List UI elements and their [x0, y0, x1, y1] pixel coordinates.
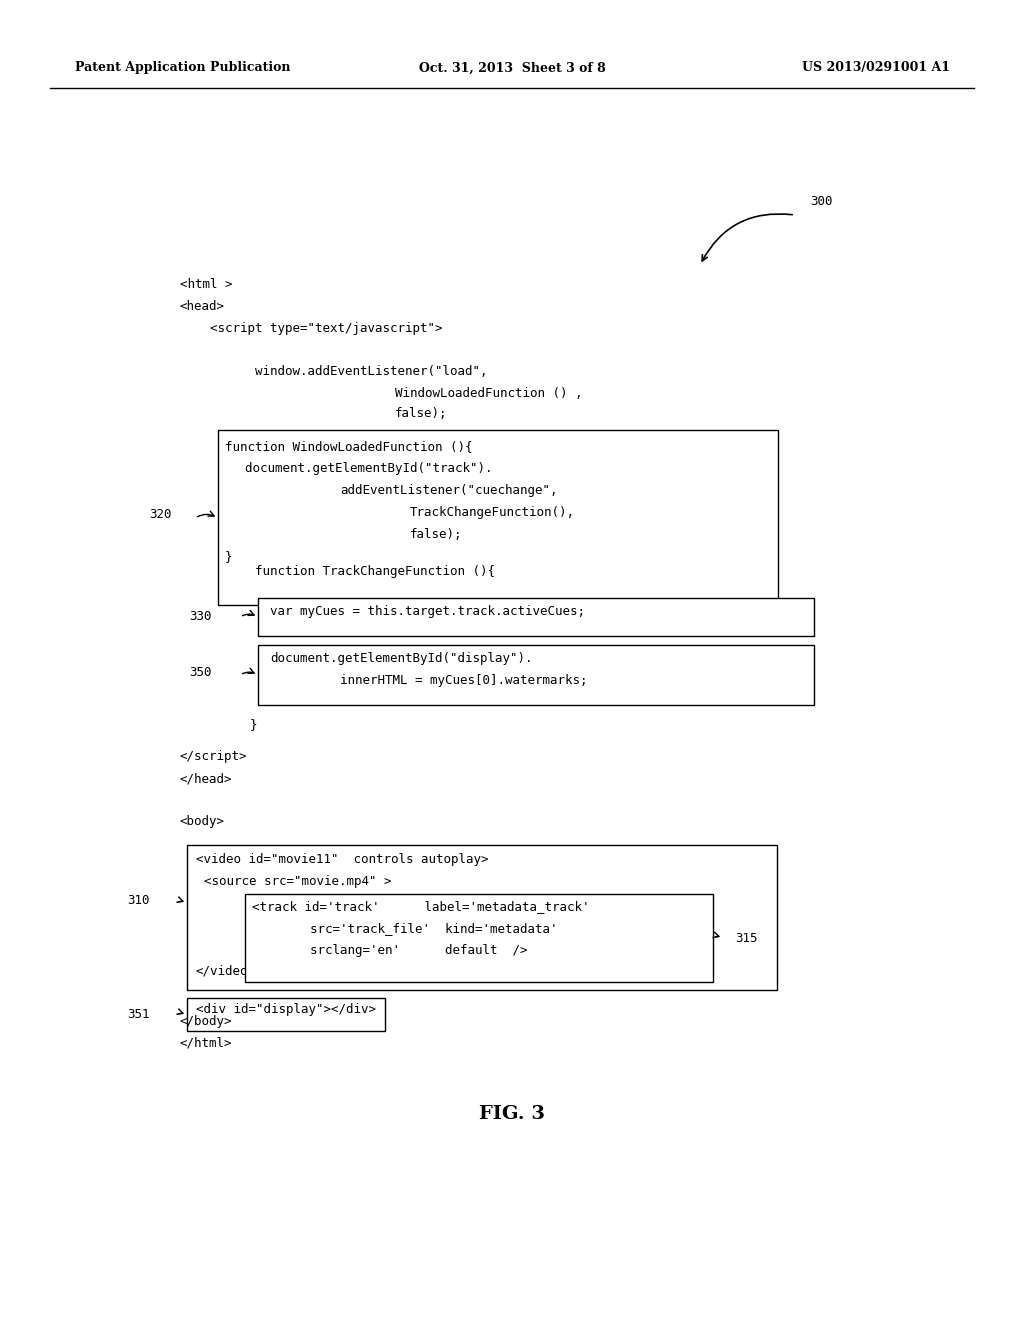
Bar	[258, 645, 814, 705]
Text: <script type="text/javascript">: <script type="text/javascript">	[210, 322, 442, 335]
Text: function WindowLoadedFunction (){: function WindowLoadedFunction (){	[225, 440, 472, 453]
Text: document.getElementById("display").: document.getElementById("display").	[270, 652, 532, 665]
Text: Patent Application Publication: Patent Application Publication	[75, 62, 291, 74]
Text: FIG. 3: FIG. 3	[479, 1105, 545, 1123]
Text: TrackChangeFunction(),: TrackChangeFunction(),	[410, 506, 575, 519]
Text: </html>: </html>	[180, 1038, 232, 1049]
Text: <source src="movie.mp4" >: <source src="movie.mp4" >	[204, 875, 391, 888]
Text: window.addEventListener("load",: window.addEventListener("load",	[255, 366, 487, 378]
Text: 350: 350	[189, 667, 212, 680]
Text: }: }	[225, 550, 232, 564]
Text: </script>: </script>	[180, 750, 248, 763]
Text: document.getElementById("track").: document.getElementById("track").	[230, 462, 493, 475]
Bar	[258, 598, 814, 636]
Text: US 2013/0291001 A1: US 2013/0291001 A1	[802, 62, 950, 74]
Text: <head>: <head>	[180, 300, 225, 313]
Text: function TrackChangeFunction (){: function TrackChangeFunction (){	[255, 565, 495, 578]
Text: 310: 310	[128, 894, 150, 907]
Text: 300: 300	[810, 195, 833, 209]
Text: <body>: <body>	[180, 814, 225, 828]
Text: false);: false);	[395, 407, 447, 420]
Text: <track id='track'      label='metadata_track': <track id='track' label='metadata_track'	[252, 900, 590, 913]
Text: var myCues = this.target.track.activeCues;: var myCues = this.target.track.activeCue…	[270, 605, 585, 618]
Text: 315: 315	[735, 932, 758, 945]
Text: Oct. 31, 2013  Sheet 3 of 8: Oct. 31, 2013 Sheet 3 of 8	[419, 62, 605, 74]
Text: }: }	[250, 718, 257, 731]
Text: </body>: </body>	[180, 1015, 232, 1028]
Text: <div id="display"></div>: <div id="display"></div>	[196, 1003, 376, 1016]
Text: </video>: </video>	[196, 965, 256, 978]
Text: false);: false);	[410, 528, 463, 541]
Text: <video id="movie11"  controls autoplay>: <video id="movie11" controls autoplay>	[196, 853, 488, 866]
Text: <html >: <html >	[180, 279, 232, 290]
Text: 330: 330	[189, 610, 212, 623]
Text: 351: 351	[128, 1008, 150, 1022]
Text: WindowLoadedFunction () ,: WindowLoadedFunction () ,	[395, 387, 583, 400]
Text: addEventListener("cuechange",: addEventListener("cuechange",	[340, 484, 557, 498]
Bar	[187, 845, 777, 990]
Bar	[245, 894, 713, 982]
Bar	[218, 430, 778, 605]
Text: </head>: </head>	[180, 772, 232, 785]
Text: src='track_file'  kind='metadata': src='track_file' kind='metadata'	[310, 921, 557, 935]
Bar	[187, 998, 385, 1031]
Text: 320: 320	[150, 508, 172, 521]
Text: srclang='en'      default  />: srclang='en' default />	[310, 944, 527, 957]
Text: innerHTML = myCues[0].watermarks;: innerHTML = myCues[0].watermarks;	[340, 675, 588, 686]
